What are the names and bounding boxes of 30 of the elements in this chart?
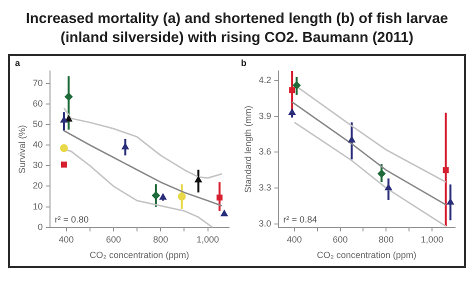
y-tick-label: 20 [32, 180, 43, 191]
y-tick-label: 3.6 [258, 146, 272, 157]
x-tick-label: 1,000 [420, 234, 444, 244]
y-tick-label: 50 [32, 118, 43, 129]
x-axis-title: CO₂ concentration (ppm) [316, 250, 416, 260]
y-tick-label: 3.3 [258, 182, 272, 192]
y-tick-label: 10 [32, 201, 43, 212]
text: a [15, 58, 21, 68]
y-tick-label: 40 [32, 140, 43, 150]
x-tick-label: 800 [153, 234, 168, 244]
y-tick-label: 3.0 [258, 218, 272, 228]
y-axis-title: Standard length (mm) [242, 106, 253, 193]
y-tick-label: 0 [38, 222, 43, 232]
text: b [241, 58, 247, 68]
annotation: r² = 0.84 [283, 214, 318, 224]
x-tick-label: 400 [58, 234, 74, 244]
x-tick-label: 800 [378, 234, 394, 244]
y-tick-label: 70 [32, 78, 43, 88]
y-tick-label: 30 [32, 160, 43, 170]
x-tick-label: 600 [106, 234, 121, 244]
y-tick-label: 60 [32, 98, 43, 108]
annotation: r² = 0.80 [54, 214, 89, 224]
chart-title: Increased mortality (a) and shortened length (b) of fish larvae (inland silverside) with rising CO2. Baumann (2011) [24, 10, 450, 48]
y-tick-label: 3.9 [258, 110, 272, 121]
x-axis-title: CO₂ concentration (ppm) [90, 250, 190, 260]
y-axis-title: Survival (%) [16, 124, 27, 174]
x-tick-label: 600 [332, 234, 348, 244]
y-tick-label: 4.2 [258, 75, 272, 86]
x-tick-label: 400 [286, 234, 302, 244]
x-tick-label: 1,000 [196, 234, 220, 244]
